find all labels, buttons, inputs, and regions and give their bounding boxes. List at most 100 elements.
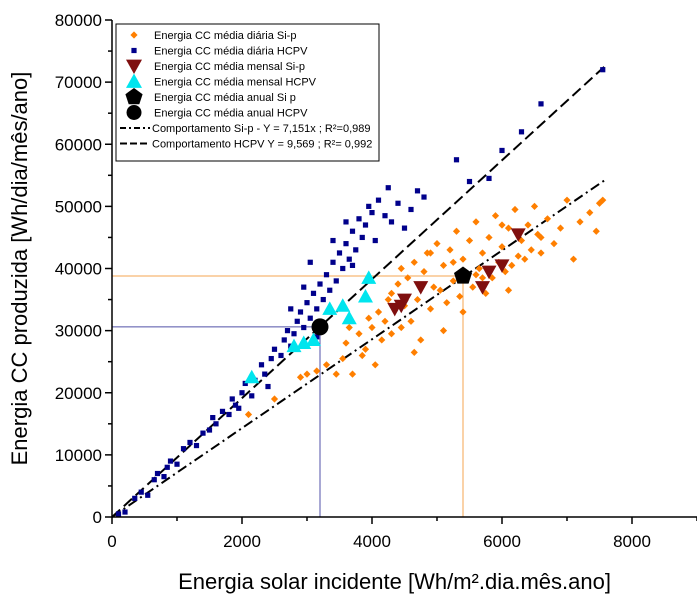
point-square bbox=[206, 427, 213, 433]
point-diamond bbox=[394, 280, 402, 288]
point-square bbox=[229, 396, 235, 402]
point-diamond bbox=[244, 410, 253, 419]
point-diamond bbox=[475, 264, 483, 273]
point-square bbox=[600, 67, 606, 73]
point-triangle-up bbox=[335, 298, 351, 312]
legend: Energia CC média diária Si-p Energia CC m… bbox=[115, 23, 380, 162]
point-circle bbox=[126, 105, 142, 120]
point-square bbox=[242, 380, 248, 387]
legend-item: Energia CC média anual HCPV bbox=[126, 105, 308, 120]
point-square bbox=[297, 309, 304, 315]
point-diamond bbox=[130, 31, 138, 39]
series-4 bbox=[454, 266, 472, 284]
point-square bbox=[281, 337, 287, 343]
point-square bbox=[138, 489, 144, 495]
point-square bbox=[258, 362, 265, 368]
point-diamond bbox=[498, 221, 506, 229]
point-square bbox=[366, 203, 372, 209]
point-pentagon bbox=[454, 266, 472, 284]
legend-box bbox=[115, 23, 380, 162]
point-square bbox=[301, 284, 307, 290]
point-square bbox=[314, 334, 320, 340]
point-square bbox=[317, 281, 323, 287]
point-square bbox=[268, 355, 274, 362]
point-diamond bbox=[332, 370, 340, 378]
point-diamond bbox=[417, 336, 425, 344]
point-diamond bbox=[381, 317, 389, 325]
point-square bbox=[154, 470, 161, 477]
point-diamond bbox=[342, 339, 350, 347]
point-diamond bbox=[397, 323, 405, 332]
series-5 bbox=[311, 318, 329, 336]
point-square bbox=[356, 216, 362, 222]
point-square bbox=[236, 405, 242, 411]
point-diamond bbox=[358, 351, 366, 360]
point-diamond bbox=[296, 373, 305, 381]
x-tick-label: 0 bbox=[107, 532, 116, 551]
point-diamond bbox=[504, 224, 513, 232]
point-diamond bbox=[472, 271, 480, 279]
point-square bbox=[307, 259, 313, 265]
point-square bbox=[327, 287, 333, 293]
point-diamond bbox=[384, 295, 392, 304]
point-square bbox=[466, 178, 473, 185]
point-diamond bbox=[563, 196, 571, 204]
point-diamond bbox=[365, 314, 373, 322]
point-diamond bbox=[485, 233, 493, 242]
point-square bbox=[180, 446, 187, 452]
point-diamond bbox=[313, 367, 321, 375]
point-diamond bbox=[339, 354, 347, 363]
point-square bbox=[340, 265, 346, 272]
point-square bbox=[414, 188, 421, 194]
point-diamond bbox=[527, 246, 535, 254]
legend-label: Energia CC média anual Si p bbox=[154, 92, 296, 104]
point-diamond bbox=[361, 345, 370, 353]
point-triangle-up bbox=[126, 73, 142, 88]
point-square bbox=[132, 495, 138, 501]
point-diamond bbox=[472, 218, 480, 226]
point-square bbox=[333, 278, 339, 284]
point-square bbox=[336, 250, 343, 256]
point-triangle-down bbox=[481, 265, 497, 280]
point-diamond bbox=[537, 249, 545, 257]
point-square bbox=[353, 247, 359, 253]
point-triangle-up bbox=[244, 369, 260, 384]
point-diamond bbox=[459, 255, 467, 263]
y-tick-label: 20000 bbox=[55, 384, 102, 403]
point-square bbox=[486, 175, 492, 182]
series-3 bbox=[244, 270, 377, 384]
point-square bbox=[213, 421, 219, 427]
legend-item: Comportamento Si-p - Y = 7,151x ; R²=0,9… bbox=[120, 123, 371, 135]
y-tick-label: 80000 bbox=[55, 11, 102, 30]
point-diamond bbox=[387, 330, 396, 338]
point-diamond bbox=[345, 323, 353, 332]
legend-label: Energia CC média diária Si-p bbox=[154, 30, 296, 42]
point-diamond bbox=[543, 215, 552, 223]
point-diamond bbox=[446, 246, 454, 254]
point-square bbox=[288, 306, 294, 312]
point-diamond bbox=[433, 240, 441, 248]
point-square bbox=[262, 371, 268, 377]
y-axis-title: Energia CC produzida [Wh/dia/mês/ano] bbox=[7, 72, 32, 466]
point-diamond bbox=[410, 258, 418, 266]
point-diamond bbox=[426, 305, 435, 313]
point-square bbox=[453, 157, 460, 163]
point-square bbox=[518, 129, 525, 135]
point-diamond bbox=[452, 227, 461, 235]
point-square bbox=[122, 509, 128, 515]
point-diamond bbox=[371, 361, 379, 369]
legend-label: Energia CC média mensal HCPV bbox=[154, 77, 317, 89]
legend-item: Energia CC média mensal Si-p bbox=[126, 59, 305, 74]
point-square bbox=[278, 352, 284, 359]
reference-lines bbox=[112, 275, 464, 517]
point-square bbox=[200, 430, 206, 436]
point-square bbox=[219, 408, 226, 414]
point-diamond bbox=[270, 395, 279, 403]
point-pentagon bbox=[125, 88, 143, 105]
point-diamond bbox=[586, 208, 594, 217]
legend-item: Comportamento HCPV Y = 9,569 ; R²= 0,992 bbox=[120, 139, 372, 151]
point-square bbox=[375, 197, 382, 203]
point-diamond bbox=[530, 202, 539, 210]
point-square bbox=[499, 147, 505, 154]
legend-item: Energia CC média diária HCPV bbox=[131, 46, 308, 58]
